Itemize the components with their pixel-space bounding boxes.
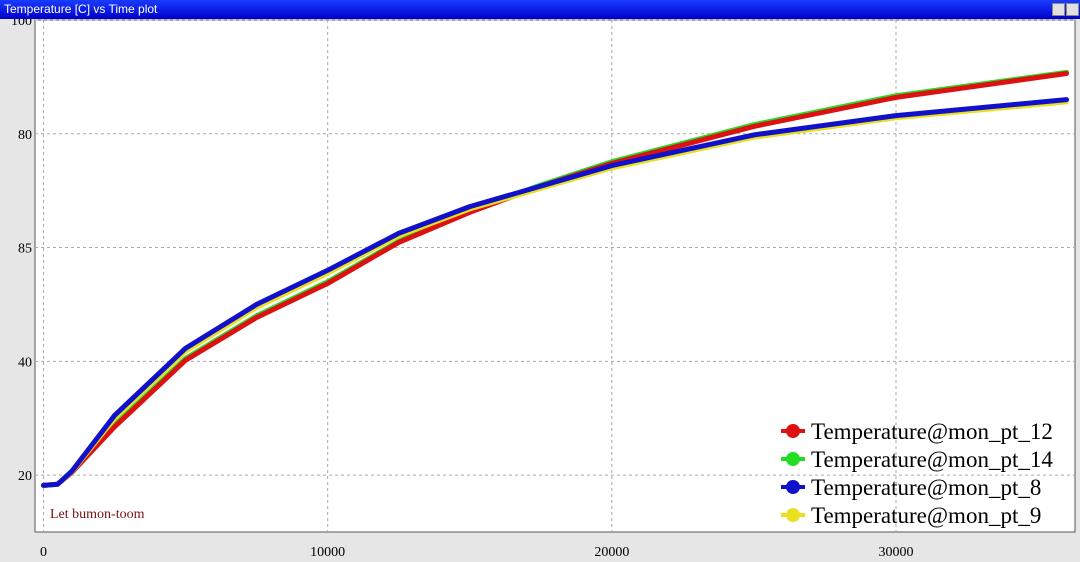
y-tick-label: 85 xyxy=(18,242,32,257)
x-tick-label: 20000 xyxy=(594,545,629,560)
x-tick-label: 0 xyxy=(40,545,47,560)
legend-label: Temperature@mon_pt_9 xyxy=(811,503,1041,528)
legend: Temperature@mon_pt_12 Temperature@mon_pt_… xyxy=(781,419,1053,528)
legend-label: Temperature@mon_pt_14 xyxy=(811,447,1053,472)
close-button[interactable] xyxy=(1066,3,1079,16)
y-tick-label: 100 xyxy=(11,19,32,29)
legend-marker xyxy=(786,424,800,438)
title-bar: Temperature [C] vs Time plot xyxy=(0,0,1080,19)
legend-marker xyxy=(786,508,800,522)
legend-marker xyxy=(786,452,800,466)
restore-button[interactable] xyxy=(1052,3,1065,16)
y-tick-label: 80 xyxy=(18,128,32,143)
x-tick-label: 10000 xyxy=(310,545,345,560)
annotation: Let bumon-toom xyxy=(50,507,145,522)
series-line xyxy=(41,97,1069,488)
legend-label: Temperature@mon_pt_8 xyxy=(811,475,1041,500)
y-tick-label: 40 xyxy=(18,355,32,370)
y-tick-label: 20 xyxy=(18,469,32,484)
x-tick-label: 30000 xyxy=(878,545,913,560)
legend-label: Temperature@mon_pt_12 xyxy=(811,419,1053,444)
legend-marker xyxy=(786,480,800,494)
plot-area xyxy=(34,19,1076,533)
window-title: Temperature [C] vs Time plot xyxy=(4,2,158,16)
chart: 20 40 85 80 100 0 10000 20000 30000 Let bumon-too… xyxy=(11,19,1076,560)
